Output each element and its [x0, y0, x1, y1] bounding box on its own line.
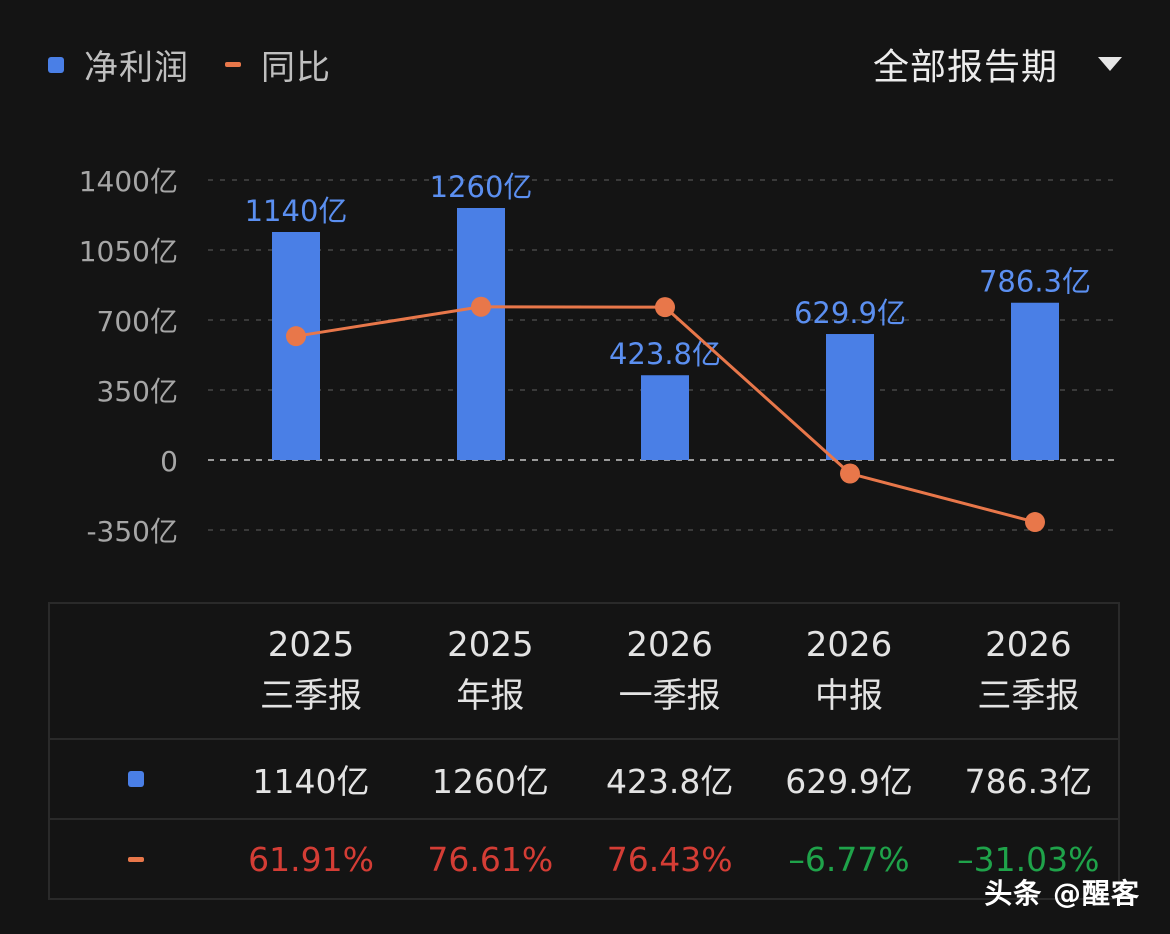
bar-data-label: 423.8亿: [609, 337, 721, 371]
dash-icon: [127, 856, 144, 862]
header-period: 三季报: [260, 676, 363, 716]
yoy-point: [286, 326, 306, 347]
dash-icon: [225, 62, 241, 67]
bar: [826, 334, 874, 460]
table-cell: –31.03%: [939, 820, 1118, 898]
y-tick-label: 1400亿: [79, 165, 178, 198]
yoy-value: 76.43%: [606, 839, 733, 879]
header-year: 2025: [267, 625, 355, 665]
yoy-value: 61.91%: [248, 839, 374, 879]
table-cell: 61.91%: [221, 820, 400, 898]
profit-value: 1140亿: [252, 762, 370, 801]
yoy-value: 76.61%: [427, 839, 554, 879]
bar-data-label: 1140亿: [245, 194, 348, 228]
y-tick-label: -350亿: [86, 515, 178, 548]
header-year: 2026: [626, 625, 713, 665]
legend-label-profit: 净利润: [84, 48, 189, 88]
y-tick-label: 1050亿: [79, 235, 178, 268]
watermark: 头条 @醒客: [984, 877, 1140, 910]
bar: [1011, 302, 1059, 460]
table-cell: 76.43%: [580, 820, 759, 898]
header-period: 三季报: [977, 676, 1080, 716]
legend-item-yoy[interactable]: 同比: [225, 40, 331, 89]
yoy-point: [1025, 512, 1045, 533]
profit-value: 629.9亿: [785, 762, 913, 801]
legend-label-yoy: 同比: [261, 48, 331, 88]
header-period: 年报: [456, 676, 525, 716]
data-table: 2025 三季报 2025 年报 2026 一季报 2026 中报 2026 三季报 11…: [48, 602, 1120, 900]
bar-data-label: 1260亿: [430, 170, 533, 204]
header-year: 2025: [447, 625, 534, 665]
yoy-point: [471, 296, 491, 317]
bar: [641, 375, 689, 460]
table-header-cell: 2026 三季报: [939, 604, 1118, 738]
table-header-cell: 2026 一季报: [580, 604, 759, 738]
legend-item-profit[interactable]: 净利润: [48, 40, 189, 89]
table-header-cell: 2026 中报: [759, 604, 938, 738]
header-year: 2026: [985, 625, 1072, 665]
table-cell: 76.61%: [401, 820, 580, 898]
row-marker-cell: [50, 740, 221, 818]
bar-data-label: 786.3亿: [979, 265, 1091, 299]
header-year: 2026: [805, 625, 893, 665]
header-period: 中报: [815, 676, 883, 716]
yoy-point: [840, 463, 860, 484]
table-corner-cell: [50, 604, 221, 738]
y-tick-label: 700亿: [97, 305, 178, 338]
table-header-row: 2025 三季报 2025 年报 2026 一季报 2026 中报 2026 三季报: [50, 604, 1118, 738]
table-cell: 629.9亿: [759, 740, 938, 818]
row-marker-cell: [50, 820, 221, 898]
y-tick-label: 350亿: [97, 375, 178, 408]
report-period-dropdown[interactable]: 全部报告期: [873, 38, 1122, 90]
table-header-cell: 2025 年报: [401, 604, 580, 738]
chart-legend: 净利润 同比: [48, 40, 367, 89]
table-cell: 786.3亿: [939, 740, 1118, 818]
table-row-profit: 1140亿 1260亿 423.8亿 629.9亿 786.3亿: [50, 738, 1118, 818]
bar-data-label: 629.9亿: [794, 296, 906, 330]
yoy-point: [655, 297, 675, 318]
bar: [457, 208, 505, 460]
table-cell: 1260亿: [401, 740, 580, 818]
header-period: 一季报: [618, 676, 721, 716]
table-header-cell: 2025 三季报: [221, 604, 400, 738]
square-icon: [48, 56, 64, 73]
yoy-value: –31.03%: [957, 839, 1100, 879]
table-row-yoy: 61.91% 76.61% 76.43% –6.77% –31.03%: [50, 818, 1118, 898]
profit-value: 423.8亿: [605, 762, 734, 801]
table-cell: –6.77%: [759, 820, 938, 898]
table-cell: 423.8亿: [580, 740, 759, 818]
report-period-label: 全部报告期: [872, 47, 1058, 88]
y-tick-label: 0: [160, 445, 178, 478]
square-icon: [127, 771, 144, 787]
profit-value: 786.3亿: [964, 762, 1093, 801]
profit-chart: 1400亿 1050亿 700亿 350亿 0 -350亿 1140亿 1260亿 423.8亿…: [79, 165, 1116, 548]
caret-down-icon: [1098, 57, 1122, 71]
profit-value: 1260亿: [431, 762, 549, 801]
yoy-value: –6.77%: [788, 839, 910, 879]
table-cell: 1140亿: [221, 740, 400, 818]
